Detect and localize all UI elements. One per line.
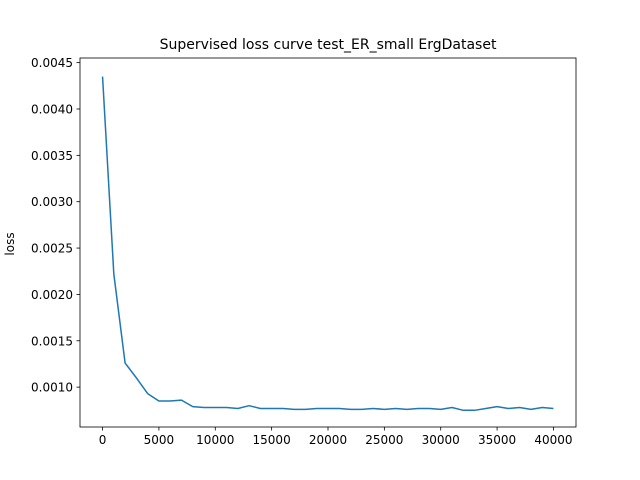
y-axis-label: loss — [3, 232, 17, 255]
y-tick-label: 0.0035 — [31, 149, 73, 163]
y-tick-label: 0.0010 — [31, 381, 73, 395]
x-tick-label: 25000 — [365, 433, 403, 447]
x-tick-label: 35000 — [478, 433, 516, 447]
x-tick-label: 0 — [99, 433, 107, 447]
x-tick-label: 5000 — [144, 433, 175, 447]
x-tick-label: 30000 — [422, 433, 460, 447]
series-line-0 — [101, 76, 554, 412]
y-tick-label: 0.0015 — [31, 334, 73, 348]
y-tick-label: 0.0045 — [31, 56, 73, 70]
y-tick-label: 0.0040 — [31, 102, 73, 116]
y-tick-label: 0.0020 — [31, 288, 73, 302]
x-tick-label: 20000 — [309, 433, 347, 447]
x-tick-label: 15000 — [253, 433, 291, 447]
y-tick-label: 0.0030 — [31, 195, 73, 209]
x-tick-label: 40000 — [534, 433, 572, 447]
chart-title: Supervised loss curve test_ER_small ErgD… — [160, 37, 497, 53]
x-tick-label: 10000 — [196, 433, 234, 447]
y-tick-label: 0.0025 — [31, 242, 73, 256]
plot-area: 0 5000 10000 15000 20000 25000 30000 35000 40000… — [31, 56, 577, 447]
